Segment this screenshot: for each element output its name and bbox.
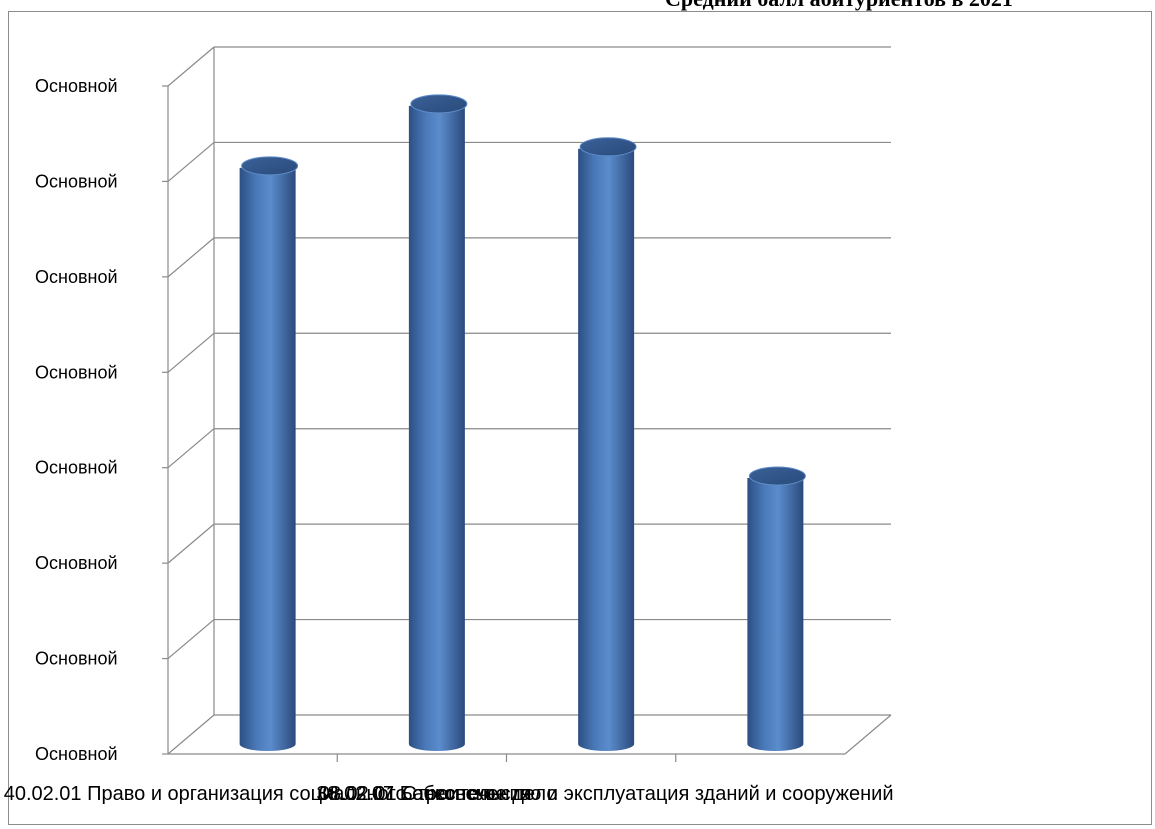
y-tick-label: Основной [35,553,118,573]
bar-cap [748,466,806,486]
bar-body [408,105,465,752]
x-axis-depth-line [844,714,892,755]
gridline-depth [167,332,215,373]
gridline-depth [167,46,215,87]
bar-3 [578,137,637,752]
bar-cap [410,94,468,114]
y-tick-label: Основной [35,744,118,764]
bar-1 [239,156,299,752]
bar-4 [747,466,806,752]
x-category-label: 38.02.07 Банковское дело [316,783,557,805]
gridline-depth [167,428,215,469]
bar-body [747,478,804,752]
bar-cap [579,137,637,157]
gridline-depth [167,141,215,182]
bar-body [239,167,296,752]
gridline-depth [167,523,215,564]
y-tick-label: Основной [35,171,118,191]
y-tick-label: Основной [35,649,118,669]
y-tick-label: Основной [35,267,118,287]
bar-body [578,148,635,752]
y-tick-label: Основной [35,76,118,96]
gridline-depth [167,237,215,278]
x-category-label: 40.02.01 Право и организация социального… [4,783,532,805]
y-tick-label: Основной [35,362,118,382]
chart-title: Средний балл абитуриентов в 2021 [665,0,1155,12]
x-category-label: 08.02.01 Строительство и эксплуатация зд… [319,783,894,805]
gridline-depth [167,714,215,755]
bar-cap [241,156,299,176]
gridline-depth [167,619,215,660]
bar-2 [408,94,468,752]
y-tick-label: Основной [35,458,118,478]
chart-frame [8,11,1152,825]
